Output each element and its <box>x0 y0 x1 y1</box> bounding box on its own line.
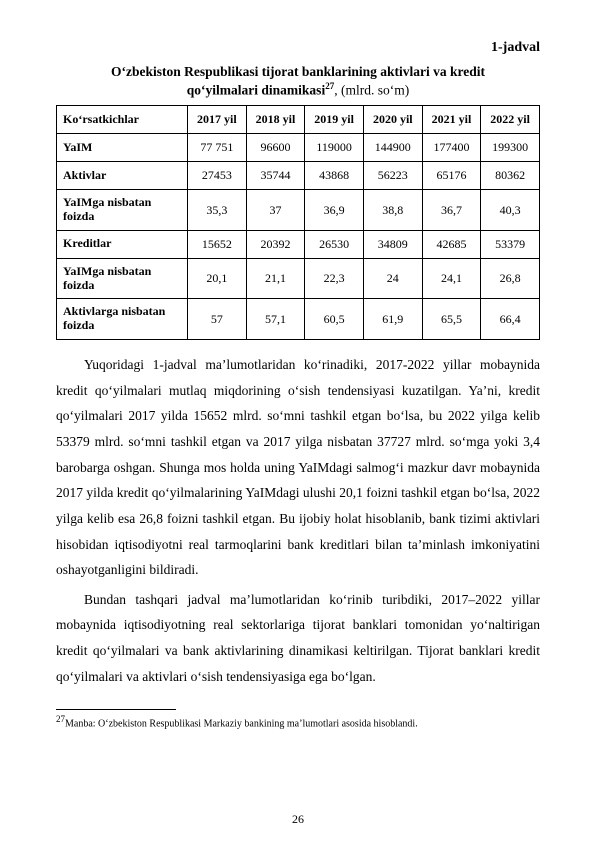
cell: 96600 <box>246 134 305 162</box>
cell: 177400 <box>422 134 481 162</box>
cell: 35744 <box>246 162 305 190</box>
row-label: Aktivlarga nisbatan foizda <box>57 299 188 340</box>
table-row: Aktivlar 27453 35744 43868 56223 65176 8… <box>57 162 540 190</box>
row-label: Aktivlar <box>57 162 188 190</box>
paragraph-2: Bundan tashqari jadval maʼlumotlaridan k… <box>56 587 540 690</box>
cell: 38,8 <box>363 190 422 231</box>
cell: 27453 <box>188 162 247 190</box>
row-label: Kreditlar <box>57 230 188 258</box>
cell: 36,9 <box>305 190 364 231</box>
footnote: 27Manba: Oʻzbekiston Respublikasi Markaz… <box>56 714 540 730</box>
cell: 20392 <box>246 230 305 258</box>
col-header-6: 2022 yil <box>481 106 540 134</box>
cell: 144900 <box>363 134 422 162</box>
col-header-0: Koʻrsatkichlar <box>57 106 188 134</box>
cell: 21,1 <box>246 258 305 299</box>
cell: 119000 <box>305 134 364 162</box>
footnote-text: Manba: Oʻzbekiston Respublikasi Markaziy… <box>65 719 418 730</box>
page-number: 26 <box>0 812 596 827</box>
table-row: YaIMga nisbatan foizda 35,3 37 36,9 38,8… <box>57 190 540 231</box>
table-row: Kreditlar 15652 20392 26530 34809 42685 … <box>57 230 540 258</box>
row-label: YaIMga nisbatan foizda <box>57 258 188 299</box>
table-title-line1: Oʻzbekiston Respublikasi tijorat banklar… <box>111 64 485 79</box>
cell: 36,7 <box>422 190 481 231</box>
cell: 22,3 <box>305 258 364 299</box>
cell: 26,8 <box>481 258 540 299</box>
table-number-label: 1-jadval <box>56 40 540 56</box>
col-header-1: 2017 yil <box>188 106 247 134</box>
cell: 199300 <box>481 134 540 162</box>
row-label: YaIM <box>57 134 188 162</box>
cell: 24 <box>363 258 422 299</box>
col-header-4: 2020 yil <box>363 106 422 134</box>
table-row: Aktivlarga nisbatan foizda 57 57,1 60,5 … <box>57 299 540 340</box>
cell: 65176 <box>422 162 481 190</box>
table-title: Oʻzbekiston Respublikasi tijorat banklar… <box>56 64 540 99</box>
row-label: YaIMga nisbatan foizda <box>57 190 188 231</box>
cell: 40,3 <box>481 190 540 231</box>
table-header-row: Koʻrsatkichlar 2017 yil 2018 yil 2019 yi… <box>57 106 540 134</box>
cell: 57,1 <box>246 299 305 340</box>
cell: 26530 <box>305 230 364 258</box>
cell: 15652 <box>188 230 247 258</box>
indicators-table: Koʻrsatkichlar 2017 yil 2018 yil 2019 yi… <box>56 105 540 340</box>
table-title-superscript: 27 <box>325 81 334 91</box>
table-title-line2-bold: qoʻyilmalari dinamikasi <box>187 82 325 97</box>
cell: 65,5 <box>422 299 481 340</box>
cell: 60,5 <box>305 299 364 340</box>
cell: 61,9 <box>363 299 422 340</box>
cell: 34809 <box>363 230 422 258</box>
cell: 37 <box>246 190 305 231</box>
cell: 80362 <box>481 162 540 190</box>
cell: 53379 <box>481 230 540 258</box>
cell: 24,1 <box>422 258 481 299</box>
col-header-5: 2021 yil <box>422 106 481 134</box>
footnote-superscript: 27 <box>56 714 65 724</box>
cell: 56223 <box>363 162 422 190</box>
cell: 43868 <box>305 162 364 190</box>
cell: 77 751 <box>188 134 247 162</box>
cell: 66,4 <box>481 299 540 340</box>
cell: 42685 <box>422 230 481 258</box>
cell: 57 <box>188 299 247 340</box>
cell: 35,3 <box>188 190 247 231</box>
paragraph-1: Yuqoridagi 1-jadval maʼlumotlaridan koʻr… <box>56 352 540 583</box>
col-header-2: 2018 yil <box>246 106 305 134</box>
table-row: YaIM 77 751 96600 119000 144900 177400 1… <box>57 134 540 162</box>
table-title-tail: , (mlrd. soʻm) <box>334 82 409 97</box>
cell: 20,1 <box>188 258 247 299</box>
table-row: YaIMga nisbatan foizda 20,1 21,1 22,3 24… <box>57 258 540 299</box>
footnote-rule <box>56 709 176 710</box>
body-text: Yuqoridagi 1-jadval maʼlumotlaridan koʻr… <box>56 352 540 689</box>
col-header-3: 2019 yil <box>305 106 364 134</box>
